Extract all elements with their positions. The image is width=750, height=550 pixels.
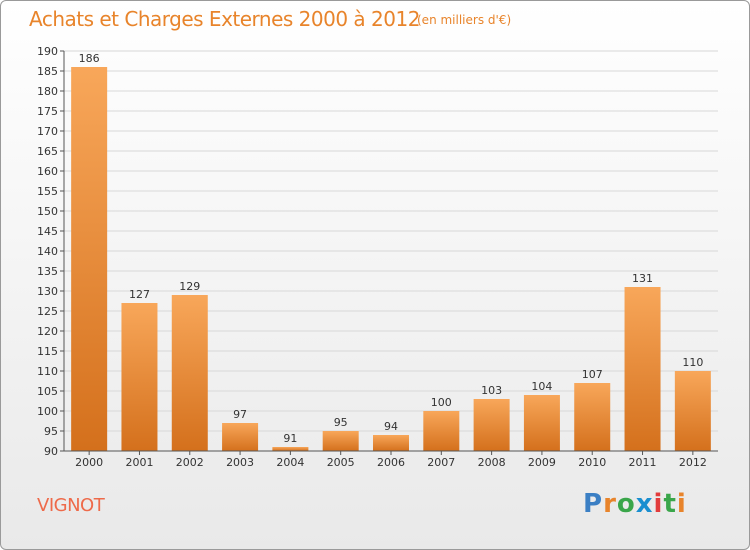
- chart-title: Achats et Charges Externes 2000 à 2012: [29, 7, 420, 31]
- data-label-2001: 127: [129, 288, 150, 301]
- bar-2001: [121, 303, 158, 451]
- y-tick-label: 175: [37, 105, 58, 118]
- data-label-2006: 94: [384, 420, 398, 433]
- data-label-2005: 95: [334, 416, 348, 429]
- x-tick-label-2002: 2002: [176, 456, 204, 469]
- y-tick-label: 155: [37, 185, 58, 198]
- bar-2008: [473, 399, 510, 451]
- x-tick-label-2006: 2006: [377, 456, 405, 469]
- data-label-2008: 103: [481, 384, 502, 397]
- y-tick-label: 190: [37, 45, 58, 58]
- bar-2002: [171, 295, 208, 451]
- y-tick-label: 125: [37, 305, 58, 318]
- data-label-2009: 104: [531, 380, 552, 393]
- chart-subtitle: (en milliers d'€): [417, 13, 512, 27]
- logo-letter: r: [603, 489, 617, 519]
- logo-letter: t: [663, 489, 677, 519]
- logo-letter: i: [676, 489, 687, 519]
- x-tick-label-2008: 2008: [478, 456, 506, 469]
- y-tick-label: 100: [37, 405, 58, 418]
- x-tick-label-2005: 2005: [327, 456, 355, 469]
- y-tick-label: 140: [37, 245, 58, 258]
- y-tick-label: 105: [37, 385, 58, 398]
- y-tick-label: 120: [37, 325, 58, 338]
- bar-2006: [373, 435, 409, 451]
- y-tick-label: 130: [37, 285, 58, 298]
- logo-letter: P: [583, 489, 604, 519]
- data-label-2007: 100: [431, 396, 452, 409]
- proxiti-logo[interactable]: Proxiti: [583, 489, 687, 519]
- bar-2009: [523, 395, 560, 451]
- y-tick-label: 90: [44, 445, 58, 458]
- y-tick-label: 170: [37, 125, 58, 138]
- y-tick-label: 135: [37, 265, 58, 278]
- data-label-2012: 110: [682, 356, 703, 369]
- bar-2005: [322, 431, 359, 451]
- bars: [71, 67, 711, 451]
- data-label-2010: 107: [582, 368, 603, 381]
- logo-letter: i: [653, 489, 664, 519]
- logo-letter: x: [635, 489, 654, 519]
- data-label-2000: 186: [79, 52, 100, 65]
- y-tick-label: 110: [37, 365, 58, 378]
- y-tick-label: 115: [37, 345, 58, 358]
- data-label-2003: 97: [233, 408, 247, 421]
- data-labels: 186 127 129 97 91 95 94 100 103 104 107 131 110: [79, 52, 704, 445]
- x-tick-label-2012: 2012: [679, 456, 707, 469]
- x-tick-label-2011: 2011: [629, 456, 657, 469]
- x-tick-label-2001: 2001: [125, 456, 153, 469]
- y-tick-label: 160: [37, 165, 58, 178]
- bar-2004: [272, 447, 309, 451]
- y-tick-label: 180: [37, 85, 58, 98]
- commune-name: VIGNOT: [37, 495, 105, 516]
- axes: 90 95 100 105 110 115 120 125 130 135 140 145 150 155…: [37, 45, 718, 469]
- bar-2012: [674, 371, 711, 451]
- x-tick-label-2010: 2010: [578, 456, 606, 469]
- bar-2003: [222, 423, 259, 451]
- y-tick-label: 185: [37, 65, 58, 78]
- y-tick-label: 150: [37, 205, 58, 218]
- y-tick-label: 165: [37, 145, 58, 158]
- bar-2000: [71, 67, 108, 451]
- x-tick-label-2007: 2007: [427, 456, 455, 469]
- x-tick-label-2003: 2003: [226, 456, 254, 469]
- x-tick-label-2004: 2004: [276, 456, 304, 469]
- data-label-2011: 131: [632, 272, 653, 285]
- bar-2011: [624, 287, 661, 451]
- x-tick-label-2009: 2009: [528, 456, 556, 469]
- data-label-2002: 129: [179, 280, 200, 293]
- y-tick-label: 145: [37, 225, 58, 238]
- x-tick-label-2000: 2000: [75, 456, 103, 469]
- y-tick-label: 95: [44, 425, 58, 438]
- bar-2007: [423, 411, 460, 451]
- bar-2010: [574, 383, 611, 451]
- data-label-2004: 91: [283, 432, 297, 445]
- logo-letter: o: [616, 489, 636, 519]
- gridlines: [64, 50, 718, 452]
